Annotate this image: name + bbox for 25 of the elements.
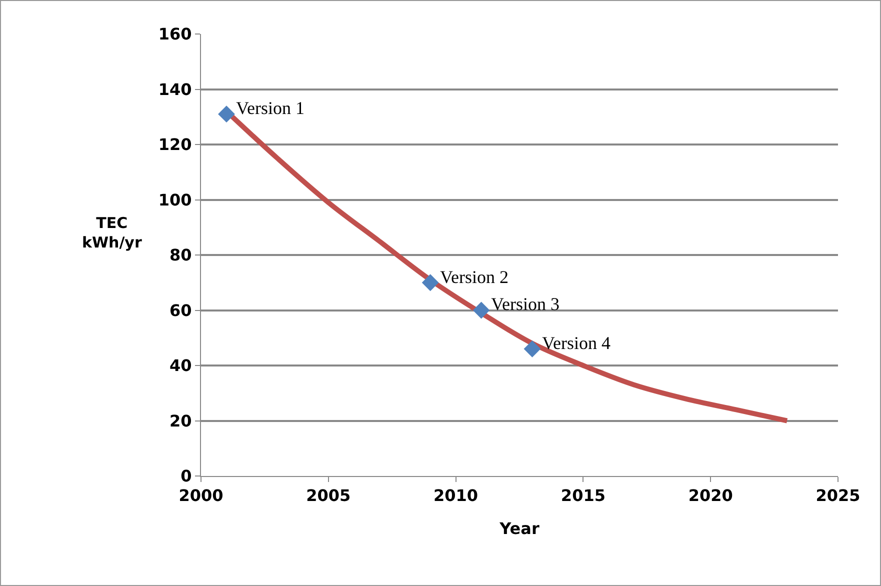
x-tick-label: 2000 <box>178 486 224 506</box>
y-tick-label: 120 <box>158 135 192 154</box>
y-axis-title: TEC kWh/yr <box>82 214 142 252</box>
y-tick-label: 60 <box>170 300 192 320</box>
y-tick-label: 160 <box>158 24 192 44</box>
y-tick-label: 0 <box>180 466 192 486</box>
y-tick-label: 140 <box>158 80 192 99</box>
y-tick-label: 40 <box>170 356 192 376</box>
annotation: Version 3 <box>491 294 560 314</box>
x-tick-label: 2025 <box>816 486 860 506</box>
x-axis-title: Year <box>498 518 540 538</box>
y-tick-label: 20 <box>170 411 192 430</box>
x-tick-label: 2010 <box>434 486 478 506</box>
x-tick-label: 2005 <box>306 486 351 506</box>
x-tick-label: 2015 <box>560 486 606 506</box>
point <box>524 340 541 358</box>
point <box>218 106 235 123</box>
annotation: Version 4 <box>542 333 610 353</box>
y-tick-label: 80 <box>170 246 192 265</box>
annotation: Version 2 <box>440 267 508 287</box>
point <box>422 274 439 292</box>
y-tick-label: 100 <box>158 190 192 210</box>
x-tick-label: 2020 <box>688 486 733 506</box>
annotation: Version 1 <box>236 98 304 118</box>
point <box>472 302 490 319</box>
